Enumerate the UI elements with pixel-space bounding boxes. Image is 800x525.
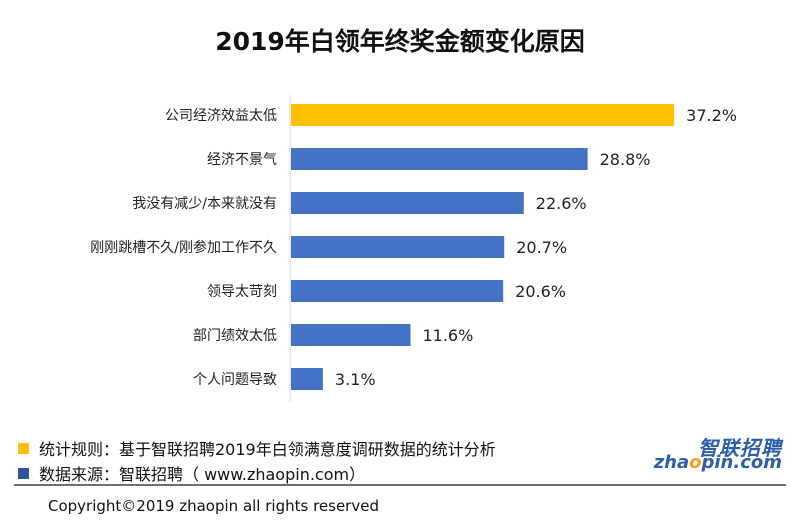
bar-2 xyxy=(291,192,524,214)
value-label-1: 28.8% xyxy=(600,150,651,169)
bar-chart: 公司经济效益太低 37.2% 经济不景气 28.8% 我没有减少/本来就没有 22.6% 刚… xyxy=(90,95,737,402)
bar-5 xyxy=(291,324,411,346)
zhaopin-logo: 智联招聘 zhaopin.com xyxy=(636,432,786,473)
source-legend-square xyxy=(18,467,29,479)
logo-cn: 智联招聘 xyxy=(698,436,782,460)
bar-6 xyxy=(291,368,323,390)
value-label-5: 11.6% xyxy=(422,326,473,345)
value-label-0: 37.2% xyxy=(686,106,737,125)
bar-0 xyxy=(291,104,675,126)
value-label-3: 20.7% xyxy=(516,238,567,257)
category-label-5: 部门绩效太低 xyxy=(193,328,277,344)
note-rule: 统计规则：基于智联招聘2019年白领满意度调研数据的统计分析 xyxy=(18,436,496,460)
category-label-3: 刚刚跳槽不久/刚参加工作不久 xyxy=(90,239,277,256)
bar-1 xyxy=(291,148,588,170)
rule-legend-square xyxy=(18,442,29,454)
category-label-6: 个人问题导致 xyxy=(193,372,277,388)
copyright-text: Copyright©2019 zhaopin all rights reserv… xyxy=(48,497,379,515)
logo-en: zhaopin.com xyxy=(653,452,782,473)
footer-divider xyxy=(14,484,786,486)
note-rule-text: 统计规则：基于智联招聘2019年白领满意度调研数据的统计分析 xyxy=(39,440,496,459)
category-label-4: 领导太苛刻 xyxy=(207,283,277,300)
note-source-text: 数据来源：智联招聘（ www.zhaopin.com） xyxy=(39,465,366,484)
chart-title: 2019年白领年终奖金额变化原因 xyxy=(215,27,585,56)
category-label-0: 公司经济效益太低 xyxy=(165,108,277,124)
category-label-2: 我没有减少/本来就没有 xyxy=(132,196,277,212)
category-label-1: 经济不景气 xyxy=(207,152,277,168)
note-source: 数据来源：智联招聘（ www.zhaopin.com） xyxy=(18,461,365,485)
bar-3 xyxy=(291,236,505,258)
bar-4 xyxy=(291,280,504,302)
value-label-2: 22.6% xyxy=(536,194,587,213)
value-label-4: 20.6% xyxy=(515,282,566,301)
value-label-6: 3.1% xyxy=(335,370,376,389)
